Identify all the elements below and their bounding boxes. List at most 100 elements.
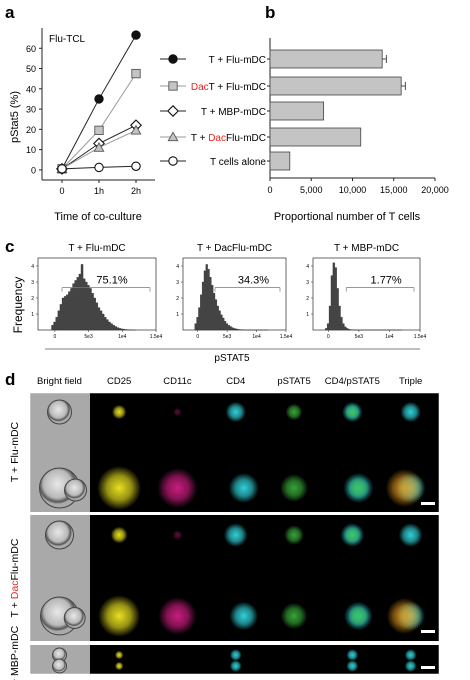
histogram-y-tick-label: 3 [31, 280, 34, 286]
legend-label-red: Dac [191, 82, 209, 93]
brightfield-cell [45, 520, 74, 550]
triple-merge-overlay [385, 469, 424, 507]
column-header: CD4 [226, 376, 245, 387]
row-label-suffix: Flu-mDC [9, 421, 21, 463]
column-header: Bright field [37, 376, 82, 387]
triple-merge-cyan [400, 401, 421, 423]
cd4-pstat5-merge-green [347, 605, 370, 627]
panel-a-y-tick-label: 20 [26, 125, 36, 135]
panel-d-microscopy: Bright field CD25 CD11c CD4 pSTAT5 CD4/pSTAT5… [9, 376, 442, 680]
panel-a-ylabel: pStat5 (%) [9, 91, 21, 143]
histogram-y-tick-label: 1 [306, 312, 309, 318]
pstat5-signal [284, 525, 304, 545]
histogram-y-tick-label: 1 [176, 312, 179, 318]
panel-a-point [94, 94, 104, 104]
legend-marker-grey-triangle [167, 131, 179, 142]
panel-letter-c: c [5, 237, 14, 256]
panel-a-point [131, 68, 141, 79]
brightfield-cell [64, 478, 87, 502]
panel-b-bars [269, 49, 406, 171]
histogram-x-tick-label: 0 [53, 334, 56, 340]
panel-c-ylabel: Frequency [11, 277, 25, 334]
panel-b-xlabel: Proportional number of T cells [274, 211, 421, 223]
panel-a-point [130, 124, 142, 135]
triple-merge-cyan [398, 523, 423, 547]
panel-a-point [93, 141, 105, 152]
panel-a-line-chart: Flu-TCL pStat5 (%) Time of co-culture 0 1… [9, 28, 155, 223]
panel-b-x-tick-label: 0 [267, 185, 272, 195]
panel-c-histograms: Frequency T + Flu-mDC 1 2 3 4 0 5e3 1e4 1.5e4 75.… [11, 243, 426, 364]
panel-a-x-tick-label: 2h [131, 186, 141, 196]
column-header: pSTAT5 [277, 376, 310, 387]
panel-c-plots: T + Flu-mDC 1 2 3 4 0 5e3 1e4 1.5e4 75.1% T + DacF… [31, 243, 426, 340]
pstat5-signal [285, 403, 303, 421]
histogram-x-tick-label: 1e4 [252, 334, 261, 340]
histogram-x-tick-label: 1.5e4 [414, 334, 427, 340]
column-header: CD4/pSTAT5 [325, 376, 380, 387]
triple-merge-overlay [386, 597, 423, 635]
row-label-suffix: Flu-mDC [9, 538, 21, 580]
panel-b-bar [269, 76, 402, 96]
histogram-gate-label: 34.3% [238, 275, 269, 287]
histogram-y-tick-label: 4 [176, 264, 179, 270]
panel-a-series-line [61, 73, 137, 170]
scale-bar [421, 666, 435, 669]
legend-label-prefix: T + [191, 133, 208, 144]
cd4-signal [223, 523, 248, 547]
panel-b-bar [269, 151, 291, 171]
histogram-x-tick-label: 0 [196, 334, 199, 340]
cd11c-signal [172, 530, 183, 540]
histogram-y-tick-label: 4 [306, 264, 309, 270]
legend-label-red: Dac [208, 133, 226, 144]
cd11c-signal [157, 468, 198, 508]
fluorescence-panel [90, 645, 440, 676]
histogram-x-tick-label: 0 [327, 334, 330, 340]
cd4-pstat5-merge-green [344, 404, 360, 420]
legend-label-suffix: T + Flu-mDC [209, 82, 266, 93]
panel-b-x-tick-label: 15,000 [380, 185, 408, 195]
cd4-signal [229, 660, 242, 672]
panel-d-column-headers: Bright field CD25 CD11c CD4 pSTAT5 CD4/pSTAT5… [37, 376, 422, 387]
legend-label: T + Flu-mDC [209, 55, 266, 66]
panel-a-point [57, 164, 67, 174]
cd4-pstat5-merge-cyan [346, 660, 359, 672]
row-label-red: Dac [9, 581, 21, 600]
panel-a-y-tick-label: 30 [26, 105, 36, 115]
panel-b-bar [269, 101, 325, 121]
legend-marker-open-diamond [167, 105, 179, 117]
row-label: T + DacFlu-mDC [9, 538, 21, 617]
scale-bar [421, 502, 435, 505]
histogram-y-tick-label: 3 [306, 280, 309, 286]
histogram-x-tick-label: 5e3 [84, 334, 93, 340]
panel-b-x-tick-label: 10,000 [339, 185, 367, 195]
cd4-pstat5-merge-green [343, 526, 362, 544]
histogram-y-tick-label: 4 [31, 264, 34, 270]
panel-a-x-tick-label: 0 [59, 186, 64, 196]
panel-a-series [56, 30, 142, 175]
panel-b-x-tick-label: 20,000 [421, 185, 449, 195]
panel-a-y-tick-label: 50 [26, 64, 36, 74]
cd25-signal [110, 526, 128, 544]
fluorescence-panel [90, 391, 440, 512]
panel-letter-b: b [265, 3, 275, 22]
row-label-prefix: T + [9, 676, 21, 680]
triple-merge-cyan [404, 649, 417, 661]
panel-a-point [94, 125, 104, 135]
scale-bar [421, 630, 435, 633]
row-label-prefix: T + [9, 464, 21, 482]
panel-a-xlabel: Time of co-culture [54, 211, 142, 223]
brightfield-cell [47, 399, 72, 425]
row-label: T + MBP-mDC [9, 625, 21, 680]
column-header: CD25 [107, 376, 131, 387]
panel-a-y-tick-label: 10 [26, 145, 36, 155]
fluorescence-panel [90, 515, 440, 641]
cd4-signal [229, 649, 242, 661]
histogram-bars [194, 264, 269, 331]
cd4-pstat5-merge-green [347, 476, 370, 500]
panel-b-bar-chart: 0 5,000 10,000 15,000 20,000 Proportional nu… [267, 38, 449, 223]
cd11c-signal [173, 407, 182, 417]
legend-label-suffix: T cells alone [210, 157, 266, 168]
